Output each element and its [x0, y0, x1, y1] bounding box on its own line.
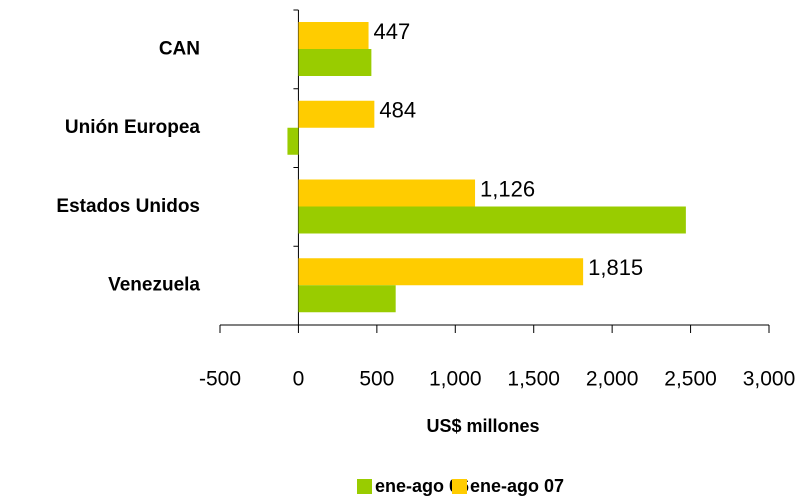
data-label: 1,815 — [588, 255, 643, 280]
bar — [298, 179, 476, 207]
x-tick-label: 1,000 — [429, 368, 482, 391]
legend-swatch — [452, 479, 467, 494]
x-tick-label: 500 — [359, 368, 394, 391]
data-label: 447 — [374, 19, 411, 44]
bar — [298, 285, 396, 313]
data-label: 1,126 — [480, 176, 535, 201]
x-tick-label: 2,000 — [586, 368, 639, 391]
category-label: Venezuela — [108, 275, 200, 296]
legend-swatch — [357, 479, 372, 494]
category-label: CAN — [159, 38, 200, 59]
bar — [287, 127, 299, 155]
x-tick-label: 1,500 — [507, 368, 560, 391]
x-tick-label: 2,500 — [664, 368, 717, 391]
bar — [298, 206, 686, 234]
x-tick-label: 3,000 — [743, 368, 796, 391]
bar — [298, 22, 369, 49]
category-label: Estados Unidos — [56, 196, 200, 217]
bar — [298, 258, 584, 286]
data-label: 484 — [379, 98, 416, 123]
x-tick-label: 0 — [293, 368, 305, 391]
x-axis-title: US$ millones — [426, 416, 539, 436]
bar — [298, 49, 372, 76]
legend-label: ene-ago 06 — [375, 476, 469, 496]
legend-label: ene-ago 07 — [470, 476, 564, 496]
x-tick-label: -500 — [199, 368, 241, 391]
bar — [298, 100, 375, 128]
category-label: Unión Europea — [65, 117, 201, 138]
